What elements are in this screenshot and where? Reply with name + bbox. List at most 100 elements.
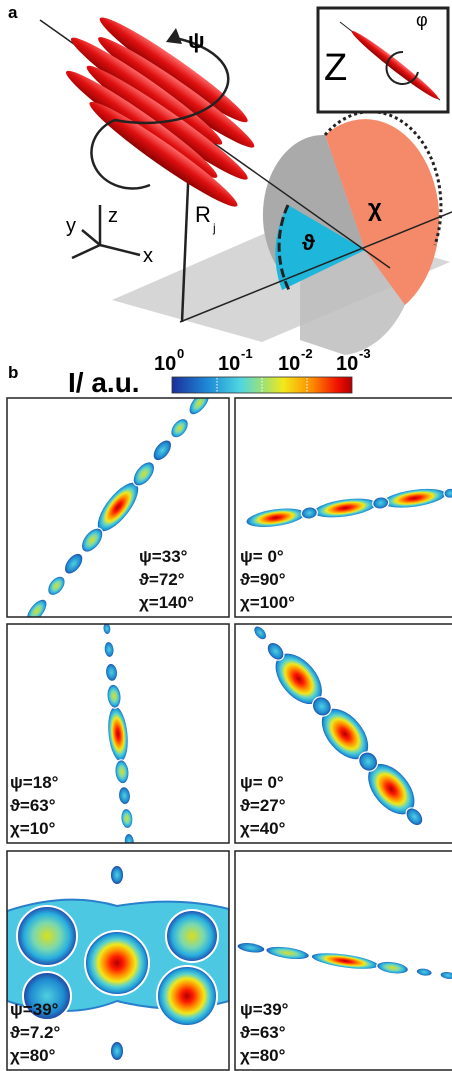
chi-sector — [325, 119, 440, 305]
inset-angle-label: φ — [416, 10, 428, 30]
intensity-lobe — [104, 662, 119, 682]
intensity-lobe — [443, 487, 452, 499]
intensity-panel: ψ=39° ϑ=7.2° χ=80° — [6, 850, 230, 1071]
intensity-lobe — [358, 751, 379, 772]
colorbar-dividers — [216, 378, 308, 392]
intensity-lobe — [236, 941, 266, 954]
axis-label: y — [66, 215, 76, 237]
panel-label: a — [8, 3, 18, 22]
angle-label: χ=100° — [240, 593, 295, 612]
intensity-lobe — [156, 965, 218, 1027]
dotted-edge — [323, 110, 443, 246]
angle-label: ϑ=7.2° — [10, 1023, 60, 1042]
intensity-lobe — [22, 971, 72, 1021]
intensity-lobe — [120, 807, 134, 830]
intensity-lobe — [300, 506, 318, 520]
colorbar-tick-exp: 0 — [177, 346, 184, 361]
angle-label: ψ= 0° — [240, 773, 284, 792]
colorbar-label: I/ a.u. — [68, 367, 140, 398]
intensity-map — [245, 487, 452, 529]
intensity-lobe — [132, 461, 156, 487]
angle-label: ψ=33° — [139, 547, 188, 566]
intensity-lobe — [170, 417, 189, 439]
angle-label: χ=80° — [10, 1046, 56, 1065]
rod — [99, 17, 248, 123]
panel-frame — [234, 850, 452, 1071]
angle-label: ϑ=72° — [139, 570, 185, 589]
angle-label: ψ= 0° — [240, 547, 284, 566]
inset-arc — [385, 50, 419, 85]
rod — [66, 70, 218, 178]
intensity-panel: ψ=39° ϑ=63° χ=80° — [234, 850, 452, 1071]
intensity-lobe — [63, 552, 84, 575]
intensity-lobe — [253, 625, 268, 641]
inset-rod — [351, 30, 439, 100]
panel-a: a ψ R j y z x ϑ χ Z φ — [8, 3, 452, 355]
angle-label: ϑ=90° — [240, 570, 286, 589]
angle-label: χ=40° — [240, 819, 286, 838]
panel-frame — [6, 623, 230, 844]
angle-label: ψ=18° — [10, 773, 59, 792]
intensity-lobe — [311, 696, 332, 717]
panel-frame — [234, 397, 452, 618]
intensity-map — [25, 398, 211, 617]
psi-label: ψ — [188, 28, 205, 53]
intensity-map — [7, 866, 229, 1060]
intensity-lobe — [107, 705, 129, 763]
panel-frame — [234, 623, 452, 844]
intensity-lobe — [102, 624, 112, 636]
angle-label: ϑ=27° — [240, 796, 286, 815]
angle-label: χ=140° — [139, 593, 194, 612]
intensity-lobe — [310, 952, 380, 970]
intensity-panel: ψ=33° ϑ=72° χ=140° — [6, 397, 230, 618]
colorbar-tick-exp: -1 — [241, 346, 253, 361]
intensity-lobe — [372, 496, 390, 510]
panel-frame — [6, 850, 230, 1071]
intensity-panel: ψ=18° ϑ=63° χ=10° — [6, 623, 230, 844]
radius-label: R — [195, 202, 211, 227]
colorbar-tick-base: 10 — [336, 353, 358, 375]
rod — [89, 101, 238, 207]
colorbar-tick-exp: -2 — [301, 346, 313, 361]
rod — [86, 65, 248, 180]
intensity-map — [253, 625, 424, 827]
angle-label: χ=80° — [240, 1046, 286, 1065]
intensity-lobe — [25, 598, 48, 617]
intensity-lobe — [265, 945, 310, 961]
axis-label: z — [108, 205, 118, 227]
dashed-edge — [277, 204, 292, 293]
intensity-lobe — [376, 960, 409, 975]
angle-label: ψ=39° — [240, 1000, 289, 1019]
colorbar-tick-exp: -3 — [359, 346, 371, 361]
angle-label: χ=10° — [10, 819, 56, 838]
intensity-lobe — [439, 970, 452, 981]
intensity-panel: ψ= 0° ϑ=90° χ=100° — [234, 397, 452, 618]
intensity-lobe — [111, 1042, 123, 1060]
angle-label: ϑ=63° — [240, 1023, 286, 1042]
intensity-lobe — [117, 786, 132, 806]
intensity-lobe — [415, 967, 433, 977]
intensity-map — [236, 941, 452, 981]
rod — [98, 37, 255, 148]
axes-icon — [71, 205, 141, 260]
inset-axis-label: Z — [324, 47, 347, 89]
axis-line — [179, 211, 452, 323]
angle-label: ψ=39° — [10, 1000, 59, 1019]
intensity-lobe — [405, 807, 424, 827]
intensity-lobe — [152, 439, 173, 462]
rods — [66, 17, 255, 207]
rotation-arrow — [90, 36, 230, 190]
intensity-lobe — [382, 487, 447, 509]
panel-label: b — [8, 363, 18, 382]
panel-frame — [6, 397, 230, 618]
panel-b-header: b I/ a.u. — [8, 363, 353, 398]
colorbar-tick-base: 10 — [154, 353, 176, 375]
arrow-head — [166, 28, 182, 44]
chi-label: χ — [368, 195, 382, 222]
intensity-panel: ψ= 0° ϑ=27° χ=40° — [234, 623, 452, 844]
colorbar-tick-base: 10 — [218, 353, 240, 375]
intensity-lobe — [103, 640, 115, 659]
intensity-lobe — [245, 507, 307, 529]
intensity-lobe — [84, 930, 150, 996]
